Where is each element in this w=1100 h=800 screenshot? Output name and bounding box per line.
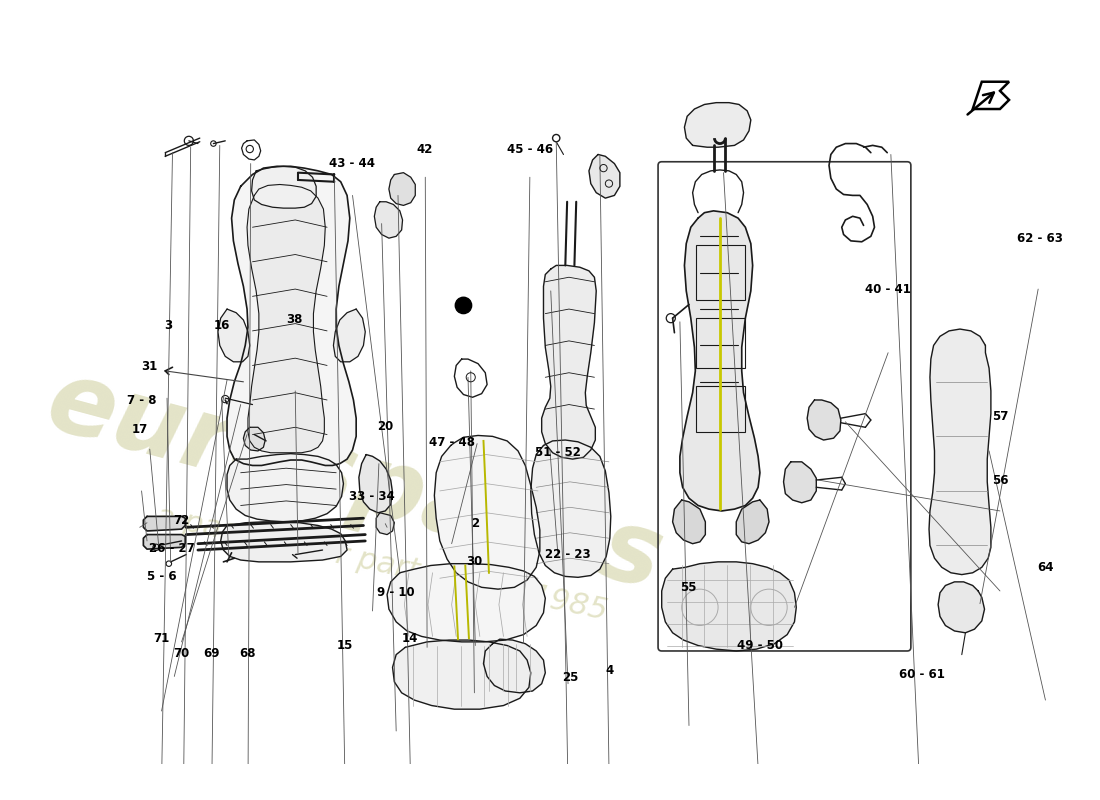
Polygon shape: [807, 400, 840, 440]
Polygon shape: [541, 266, 596, 459]
Text: 38: 38: [287, 314, 303, 326]
Text: 72: 72: [174, 514, 190, 527]
Text: eurospares: eurospares: [36, 353, 672, 610]
Polygon shape: [389, 173, 416, 206]
Text: 22 - 23: 22 - 23: [544, 548, 591, 561]
Text: 40 - 41: 40 - 41: [865, 283, 911, 296]
Polygon shape: [783, 462, 816, 502]
Text: 45 - 46: 45 - 46: [507, 142, 553, 155]
Text: 56: 56: [992, 474, 1009, 486]
Text: 20: 20: [376, 420, 393, 433]
Polygon shape: [672, 500, 705, 544]
Polygon shape: [736, 500, 769, 544]
Text: 69: 69: [204, 646, 220, 660]
Text: 9 - 10: 9 - 10: [377, 586, 415, 598]
Text: 57: 57: [992, 410, 1009, 422]
Polygon shape: [374, 202, 403, 238]
Polygon shape: [531, 440, 610, 578]
Polygon shape: [243, 427, 265, 451]
Polygon shape: [143, 534, 185, 549]
Polygon shape: [218, 309, 250, 362]
Bar: [696, 318, 746, 368]
Text: 68: 68: [240, 646, 256, 660]
Polygon shape: [143, 516, 185, 531]
Text: 3: 3: [164, 319, 172, 332]
Polygon shape: [434, 435, 540, 589]
Text: 64: 64: [1037, 561, 1054, 574]
Polygon shape: [662, 562, 796, 651]
Text: 7 - 8: 7 - 8: [126, 394, 156, 406]
Polygon shape: [938, 582, 984, 633]
Text: 60 - 61: 60 - 61: [899, 669, 945, 682]
Polygon shape: [680, 211, 760, 511]
Text: 49 - 50: 49 - 50: [737, 639, 783, 652]
Text: 30: 30: [465, 555, 482, 568]
Polygon shape: [227, 454, 343, 522]
Polygon shape: [484, 639, 546, 693]
Polygon shape: [221, 522, 348, 562]
Polygon shape: [227, 166, 356, 466]
Text: 43 - 44: 43 - 44: [329, 157, 375, 170]
Text: 42: 42: [417, 142, 433, 155]
Text: a passion for parts since 1985: a passion for parts since 1985: [153, 502, 610, 626]
Text: 16: 16: [213, 319, 230, 332]
Text: 62 - 63: 62 - 63: [1018, 232, 1063, 245]
FancyArrowPatch shape: [968, 93, 994, 114]
Polygon shape: [393, 640, 531, 709]
Polygon shape: [588, 154, 620, 198]
Text: 5 - 6: 5 - 6: [147, 570, 177, 582]
Text: 31: 31: [142, 360, 158, 373]
Text: 55: 55: [680, 581, 696, 594]
Text: 4: 4: [606, 664, 614, 677]
Polygon shape: [333, 309, 365, 362]
Bar: [696, 246, 746, 300]
Text: 17: 17: [132, 422, 147, 435]
Text: 14: 14: [402, 632, 418, 645]
Bar: [696, 386, 746, 432]
Polygon shape: [930, 329, 991, 574]
Text: 47 - 48: 47 - 48: [429, 436, 475, 449]
Polygon shape: [252, 166, 316, 208]
Polygon shape: [359, 454, 393, 513]
Text: 51 - 52: 51 - 52: [535, 446, 581, 459]
Polygon shape: [684, 102, 751, 147]
Text: 26 - 27: 26 - 27: [148, 542, 195, 555]
Polygon shape: [376, 513, 395, 534]
Text: 70: 70: [174, 646, 190, 660]
Polygon shape: [387, 564, 546, 642]
Polygon shape: [248, 185, 326, 453]
Text: 71: 71: [154, 632, 169, 645]
Text: 15: 15: [337, 639, 353, 652]
Text: 33 - 34: 33 - 34: [349, 490, 395, 502]
Text: 25: 25: [562, 671, 578, 684]
Text: 2: 2: [471, 517, 478, 530]
Circle shape: [455, 298, 472, 314]
